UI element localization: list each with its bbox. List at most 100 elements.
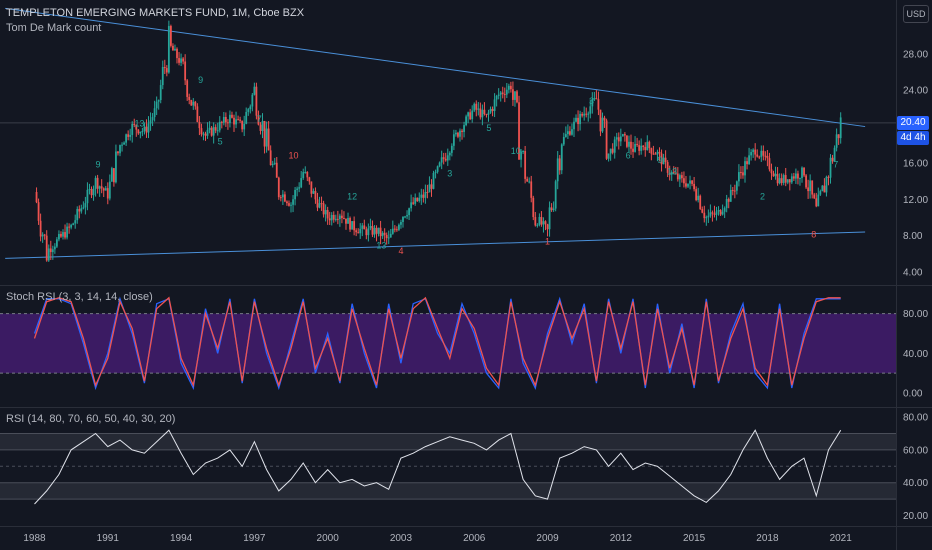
candle-body — [566, 131, 569, 135]
candle-body — [473, 103, 476, 111]
candle-body — [308, 177, 311, 182]
demark-count-label: 10 — [511, 146, 521, 156]
candle-body — [239, 119, 242, 121]
demark-count-label: 13 — [135, 119, 145, 129]
candle-body — [823, 185, 826, 193]
candle-body — [505, 89, 508, 95]
candle-body — [731, 190, 734, 192]
demark-count-label: 10 — [288, 150, 298, 160]
candle-body — [365, 229, 368, 236]
candle-body — [127, 134, 130, 137]
candle-body — [813, 194, 816, 199]
candle-body — [391, 228, 394, 234]
candle-body — [237, 119, 239, 121]
candle-body — [261, 120, 264, 131]
candle-body — [815, 198, 818, 207]
candle-body — [351, 221, 353, 230]
candle-body — [760, 150, 763, 157]
candle-body — [224, 116, 227, 123]
candle-body — [214, 127, 217, 131]
candle-body — [727, 199, 730, 202]
candle-body — [190, 100, 193, 106]
currency-button[interactable]: USD — [903, 5, 929, 23]
candle-body — [839, 117, 842, 139]
candle-body — [151, 117, 154, 121]
candle-body — [416, 197, 419, 201]
candle-body — [314, 191, 317, 200]
candle-body — [685, 183, 687, 187]
stoch-rsi-label: Stoch RSI (3, 3, 14, 14, close) — [6, 291, 153, 303]
candle-body — [259, 124, 262, 131]
demark-count-label: 9 — [198, 75, 203, 85]
current-price-badge: 20.40 — [897, 115, 929, 130]
candle-body — [713, 213, 716, 215]
candle-body — [424, 191, 427, 198]
candle-body — [577, 117, 579, 125]
candle-body — [587, 113, 590, 115]
candle-body — [328, 218, 331, 221]
candle-body — [548, 207, 551, 230]
candle-body — [542, 221, 545, 225]
candle-body — [334, 218, 337, 220]
candle-body — [744, 161, 746, 176]
candle-body — [371, 225, 374, 235]
candle-body — [780, 178, 783, 183]
candle-body — [324, 210, 327, 215]
candle-body — [558, 158, 561, 171]
rsi-tick-label: 20.00 — [903, 511, 928, 522]
candle-body — [131, 123, 134, 135]
indicator-name: Tom De Mark count — [6, 22, 102, 34]
candle-body — [638, 145, 641, 151]
rsi-label: RSI (14, 80, 70, 60, 50, 40, 30, 20) — [6, 413, 176, 425]
candle-body — [509, 85, 512, 90]
candle-body — [404, 216, 406, 218]
candle-body — [803, 167, 805, 176]
candle-body — [786, 179, 789, 183]
candle-body — [446, 155, 449, 161]
time-tick-label: 1994 — [170, 533, 193, 544]
price-tick-label: 8.00 — [903, 231, 923, 242]
countdown-badge: 4d 4h — [897, 130, 929, 145]
candle-body — [400, 221, 402, 225]
candle-body — [359, 228, 362, 234]
candle-body — [530, 181, 533, 198]
candle-body — [389, 233, 392, 238]
candle-body — [178, 58, 180, 63]
candle-body — [487, 112, 490, 115]
candle-body — [742, 172, 744, 176]
candle-body — [100, 186, 103, 189]
candle-body — [689, 180, 691, 184]
candle-body — [762, 150, 765, 156]
demark-count-label: 13 — [376, 240, 386, 250]
candle-body — [493, 99, 496, 112]
candle-body — [167, 26, 170, 73]
candle-body — [792, 176, 795, 179]
candle-body — [408, 208, 410, 216]
candle-body — [426, 191, 429, 193]
candle-body — [809, 180, 812, 192]
candle-body — [516, 91, 518, 103]
candle-body — [296, 188, 299, 190]
candle-body — [112, 168, 115, 183]
candle-body — [740, 172, 742, 174]
candle-body — [670, 172, 673, 175]
candle-body — [664, 157, 667, 163]
candle-body — [597, 99, 600, 110]
candle-body — [520, 151, 522, 160]
candle-body — [377, 227, 380, 234]
candle-body — [550, 207, 553, 211]
candle-body — [383, 232, 386, 235]
candle-body — [64, 232, 66, 238]
candle-body — [831, 157, 834, 162]
candle-body — [157, 100, 160, 102]
candle-body — [835, 134, 838, 148]
candle-body — [143, 126, 146, 132]
candle-body — [526, 178, 529, 182]
candle-body — [163, 66, 166, 69]
price-tick-label: 24.00 — [903, 86, 928, 97]
candle-body — [821, 185, 824, 192]
candle-body — [385, 234, 388, 238]
candle-body — [477, 108, 480, 110]
candle-body — [395, 229, 398, 231]
